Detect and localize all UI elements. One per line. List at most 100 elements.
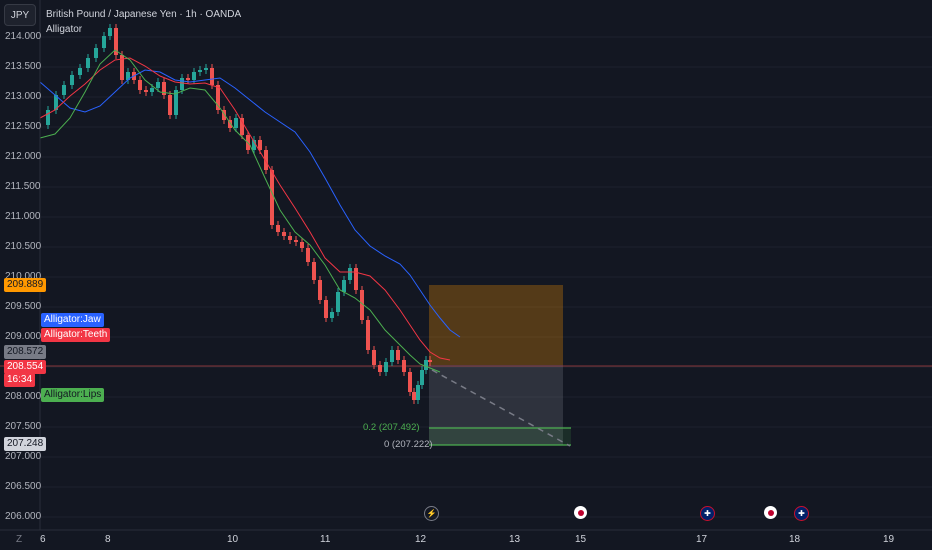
timezone-corner[interactable]: Z <box>16 534 23 545</box>
candle-body <box>306 248 310 262</box>
candle-body <box>294 240 298 242</box>
candle-body <box>318 280 322 300</box>
candle-body <box>126 72 130 80</box>
prev-price-badge: 208.572 <box>4 345 47 359</box>
candle-body <box>62 85 66 95</box>
candle-body <box>144 90 148 92</box>
price-tick-label: 210.500 <box>5 241 42 252</box>
candle-body <box>78 68 82 75</box>
time-tick-label: 15 <box>575 534 587 545</box>
lightning-icon[interactable]: ⚡ <box>424 506 439 521</box>
candle-body <box>174 90 178 115</box>
candle-body <box>216 85 220 110</box>
candle-body <box>420 370 424 385</box>
candle-body <box>234 118 238 128</box>
loss-zone[interactable] <box>429 365 563 445</box>
time-tick-label: 19 <box>883 534 895 545</box>
candle-body <box>258 140 262 150</box>
price-tick-label: 211.500 <box>5 181 41 192</box>
candle-body <box>416 385 420 400</box>
candle-body <box>384 362 388 372</box>
candle-body <box>150 88 154 92</box>
countdown-badge: 16:34 <box>4 373 36 387</box>
candle-body <box>70 75 74 85</box>
candle-body <box>120 55 124 80</box>
jp-flag-icon[interactable] <box>764 506 777 519</box>
candle-body <box>324 300 328 318</box>
price-tick-label: 212.500 <box>5 121 42 132</box>
profit-zone[interactable] <box>429 285 563 365</box>
candle-body <box>240 118 244 135</box>
candle-body <box>354 268 358 290</box>
alligator-teeth-line <box>39 57 451 361</box>
alligator-lips-line <box>39 49 441 373</box>
candle-body <box>114 28 118 55</box>
candle-body <box>168 95 172 115</box>
price-tick-label: 208.000 <box>5 391 42 402</box>
candle-body <box>180 78 184 90</box>
candle-body <box>186 78 190 80</box>
time-tick-label: 12 <box>415 534 427 545</box>
fib-label-02: 0.2 (207.492) <box>363 422 420 433</box>
candle-body <box>198 70 202 72</box>
candle-body <box>156 82 160 88</box>
uk-flag-icon[interactable]: ✚ <box>700 506 715 521</box>
candle-body <box>204 68 208 70</box>
price-tick-label: 209.500 <box>5 301 42 312</box>
candle-body <box>372 350 376 365</box>
candle-body <box>228 120 232 128</box>
stop-price-badge: 207.248 <box>4 437 47 451</box>
time-tick-label: 17 <box>696 534 708 545</box>
candle-body <box>102 36 106 48</box>
candle-body <box>424 360 428 370</box>
price-tick-label: 209.000 <box>5 331 42 342</box>
lips-label-badge: Alligator:Lips <box>41 388 105 402</box>
candle-body <box>288 236 292 240</box>
candle-body <box>138 80 142 90</box>
jaw-label-badge: Alligator:Jaw <box>41 313 104 327</box>
candle-body <box>428 360 432 362</box>
time-tick-label: 13 <box>509 534 521 545</box>
candle-body <box>270 170 274 225</box>
time-tick-label: 6 <box>40 534 46 545</box>
candle-body <box>86 58 90 68</box>
candle-body <box>336 292 340 312</box>
candle-body <box>210 68 214 85</box>
indicator-label[interactable]: Alligator <box>46 24 83 35</box>
candle-body <box>94 48 98 58</box>
candle-body <box>390 350 394 362</box>
price-tick-label: 210.000 <box>5 271 42 282</box>
price-tick-label: 213.000 <box>5 91 42 102</box>
candle-body <box>408 372 412 392</box>
price-tick-label: 211.000 <box>5 211 41 222</box>
candle-body <box>108 28 112 36</box>
candle-body <box>360 290 364 320</box>
candle-body <box>402 360 406 372</box>
candle-body <box>252 140 256 150</box>
time-tick-label: 18 <box>789 534 801 545</box>
uk-flag-icon[interactable]: ✚ <box>794 506 809 521</box>
projection-line[interactable] <box>431 369 571 447</box>
jp-flag-icon[interactable] <box>574 506 587 519</box>
candle-body <box>330 312 334 318</box>
chart-title[interactable]: British Pound / Japanese Yen · 1h · OAND… <box>46 9 242 20</box>
price-tick-label: 214.000 <box>5 31 42 42</box>
candle-body <box>342 280 346 292</box>
candle-body <box>396 350 400 360</box>
symbol-button[interactable]: JPY <box>4 4 36 26</box>
fib-label-0: 0 (207.222) <box>384 439 433 450</box>
candle-body <box>162 82 166 95</box>
alligator-jaw-line <box>39 69 461 338</box>
candle-body <box>46 110 50 125</box>
price-tick-label: 207.500 <box>5 421 42 432</box>
price-tick-label: 212.000 <box>5 151 42 162</box>
price-tick-label: 207.000 <box>5 451 42 462</box>
time-tick-label: 10 <box>227 534 239 545</box>
candle-body <box>378 365 382 372</box>
current-price-badge: 208.554 <box>4 360 47 374</box>
price-tick-label: 206.000 <box>5 511 42 522</box>
price-tick-label: 213.500 <box>5 61 42 72</box>
candle-body <box>282 232 286 236</box>
candle-body <box>366 320 370 350</box>
